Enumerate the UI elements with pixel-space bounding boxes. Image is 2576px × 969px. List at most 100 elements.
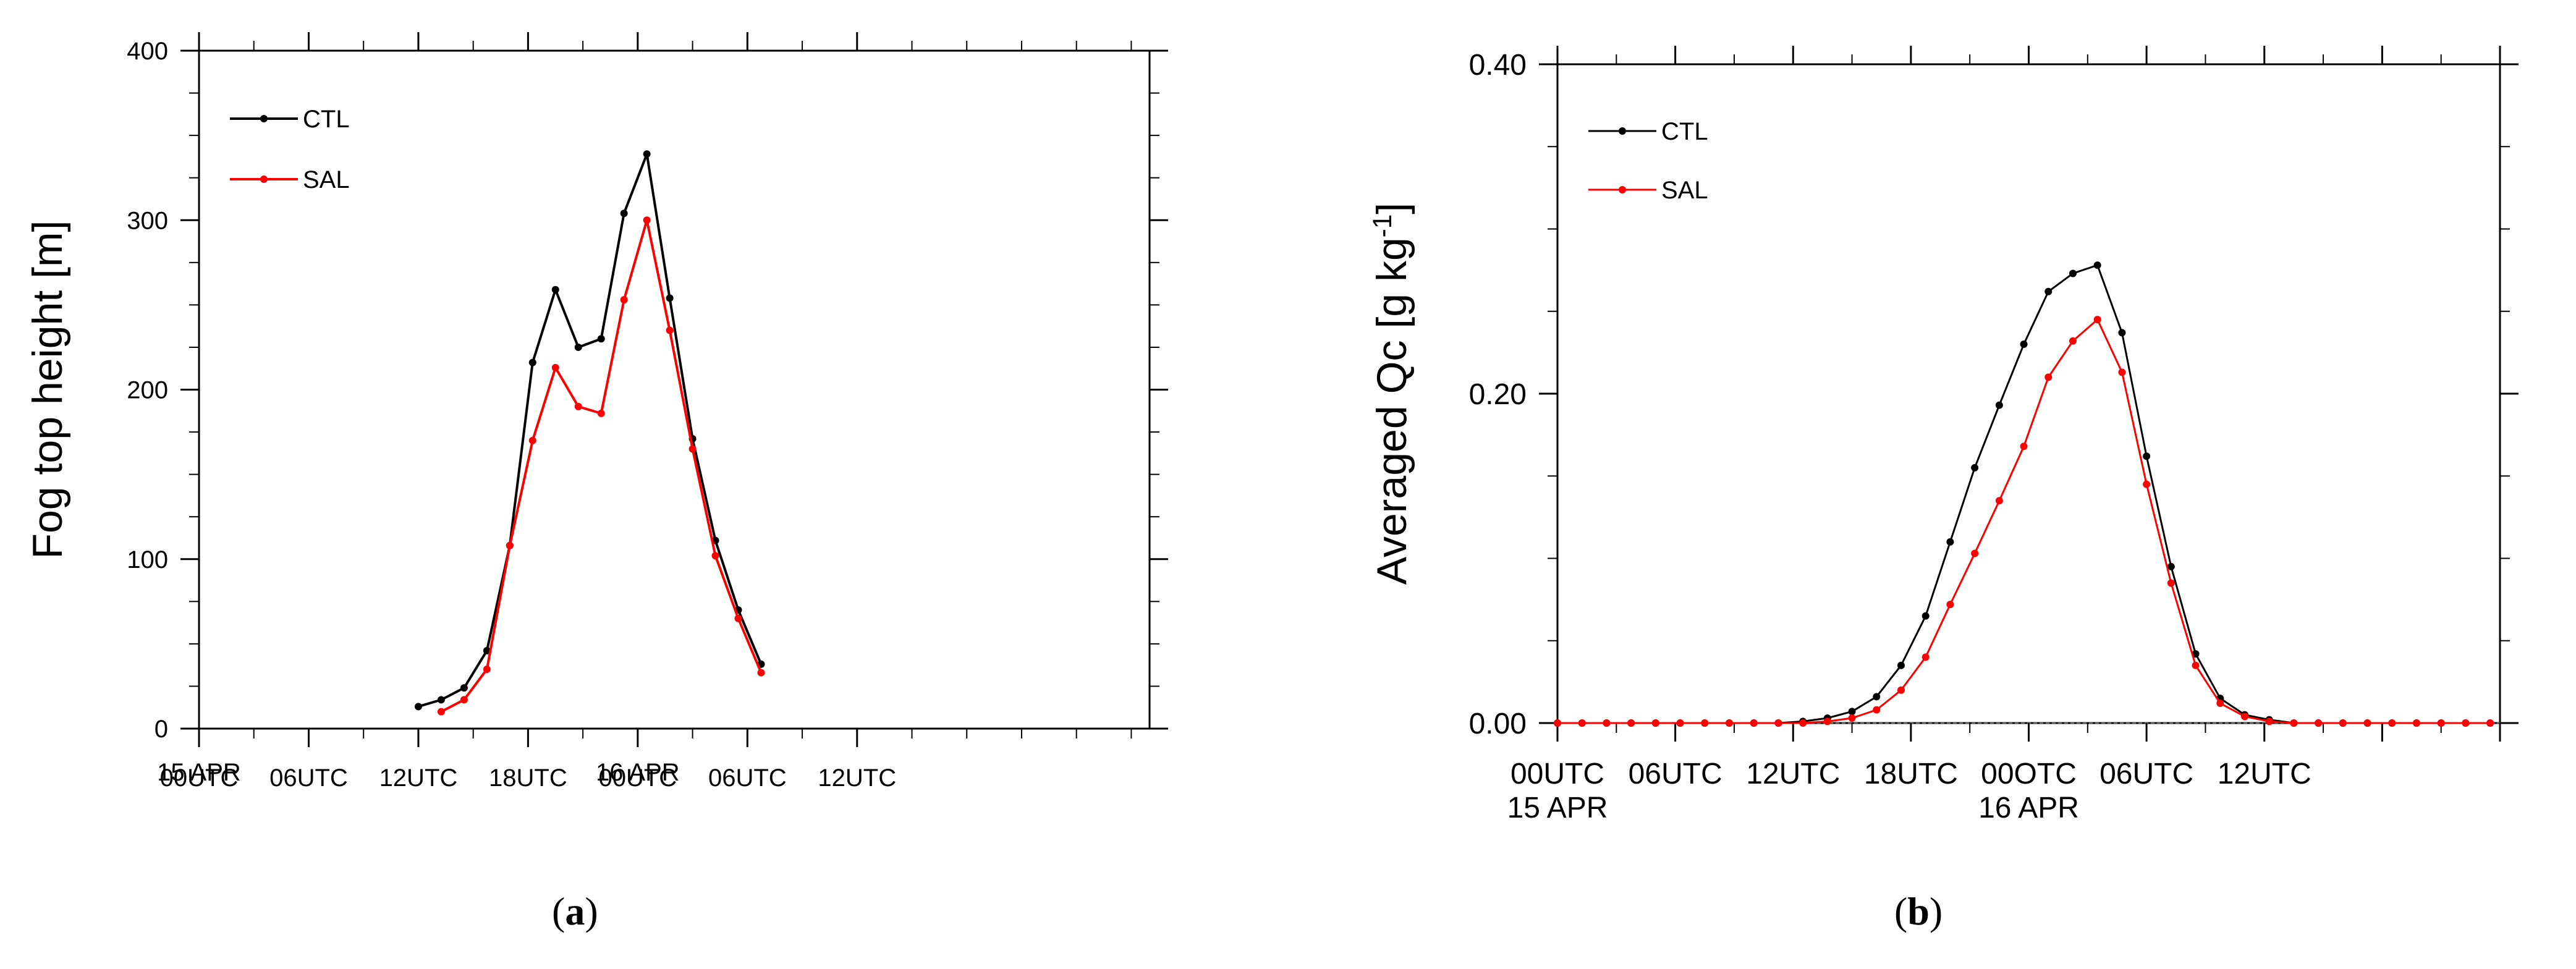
data-point	[2167, 562, 2175, 570]
data-point	[1971, 463, 1979, 472]
data-point	[643, 150, 651, 158]
data-point	[437, 696, 445, 704]
x-tick-label: 00OTC	[1981, 758, 2077, 790]
x-tick-label: 00UTC	[598, 764, 677, 792]
data-point	[666, 326, 674, 334]
data-point	[2462, 719, 2470, 727]
legend-label: SAL	[1661, 177, 1708, 204]
x-tick-label: 06UTC	[2099, 758, 2193, 790]
legend-marker	[260, 115, 268, 122]
data-point	[574, 343, 582, 351]
data-point	[1946, 601, 1954, 609]
data-point	[2143, 480, 2151, 488]
x-tick-label: 00UTC	[160, 764, 239, 792]
data-point	[2240, 713, 2248, 721]
y-tick-label: 0.20	[1469, 378, 1527, 411]
data-point	[551, 286, 559, 294]
data-point	[2118, 368, 2126, 376]
data-point	[1578, 719, 1586, 727]
date-label: 16 APR	[1978, 792, 2079, 824]
data-point	[2265, 717, 2273, 726]
x-tick-label: 06UTC	[708, 764, 787, 792]
legend-label: CTL	[1661, 118, 1708, 145]
data-point	[1921, 653, 1930, 661]
legend-entry-CTL: CTL	[1588, 118, 1708, 145]
data-point	[2167, 579, 2175, 587]
plot-frame	[1556, 63, 2501, 724]
panel-label-a: (a)	[552, 889, 598, 933]
panel-label-b-letter: b	[1907, 889, 1930, 933]
data-point	[1921, 612, 1930, 620]
y-tick-label: 0.00	[1469, 708, 1527, 740]
legend-marker	[260, 176, 268, 183]
legend-marker	[1619, 127, 1626, 135]
legend-label: SAL	[303, 166, 350, 193]
data-point	[2412, 719, 2420, 727]
data-point	[506, 541, 514, 549]
panel-label-a-letter: a	[565, 889, 585, 933]
y-axis-label-end: ]	[1368, 203, 1415, 214]
data-point	[1848, 714, 1856, 722]
data-point	[1651, 719, 1659, 727]
data-point	[2069, 337, 2077, 345]
series-SAL	[1554, 316, 2494, 727]
series-SAL	[437, 216, 765, 716]
data-point	[460, 684, 468, 692]
y-axis-label-main: Averaged Qc [g kg	[1368, 237, 1415, 585]
y-tick-label: 0	[155, 716, 168, 743]
series-CTL	[414, 150, 765, 711]
data-point	[2216, 700, 2224, 708]
legend-label: CTL	[303, 106, 350, 133]
data-point	[437, 708, 445, 716]
data-point	[1701, 719, 1709, 727]
data-point	[2069, 269, 2077, 277]
x-tick-label: 00UTC	[1510, 758, 1604, 790]
data-point	[528, 436, 536, 444]
y-tick-label: 100	[127, 546, 168, 573]
data-point	[483, 666, 491, 674]
data-point	[414, 703, 422, 711]
data-point	[1627, 719, 1635, 727]
date-label: 16 APR	[596, 759, 680, 786]
y-tick-label: 200	[127, 377, 168, 404]
series-line-SAL	[1557, 318, 2491, 724]
plot-frame	[198, 49, 1151, 730]
date-label: 15 APR	[1507, 792, 1608, 824]
data-point	[1603, 719, 1611, 727]
data-point	[1946, 538, 1954, 546]
y-axis-label: Averaged Qc [g kg-1]	[1368, 203, 1415, 585]
x-tick-label: 06UTC	[269, 764, 348, 792]
data-point	[757, 669, 765, 677]
panel-label-b: (b)	[1894, 889, 1943, 933]
data-point	[1873, 706, 1881, 714]
data-point	[1995, 497, 2003, 505]
y-tick-label: 0.40	[1469, 49, 1527, 82]
data-point	[2339, 719, 2347, 727]
data-point	[666, 294, 674, 302]
data-point	[1897, 686, 1905, 694]
x-tick-label: 12UTC	[818, 764, 896, 792]
data-point	[1995, 401, 2003, 409]
data-point	[620, 296, 628, 304]
series-line-CTL	[418, 153, 763, 708]
data-point	[1897, 661, 1905, 669]
data-point	[620, 209, 628, 218]
data-point	[2315, 719, 2323, 727]
data-point	[1971, 549, 1979, 557]
data-point	[597, 409, 605, 417]
x-tick-label: 06UTC	[1629, 758, 1722, 790]
y-tick-label: 400	[127, 38, 168, 65]
data-point	[2020, 341, 2028, 349]
data-point	[2093, 316, 2101, 324]
data-point	[1774, 719, 1782, 727]
data-point	[2192, 650, 2200, 658]
data-point	[2192, 661, 2200, 669]
data-point	[2118, 329, 2126, 337]
data-point	[2143, 452, 2151, 460]
data-point	[2093, 261, 2101, 269]
date-label: 15 APR	[157, 759, 241, 786]
data-point	[711, 552, 719, 560]
data-point	[1554, 719, 1561, 727]
panel-b-chart: 00UTC 06UTC 12UTC 18UTC 00OTC 06UTC 12UTC 15 AP…	[1368, 46, 2519, 824]
